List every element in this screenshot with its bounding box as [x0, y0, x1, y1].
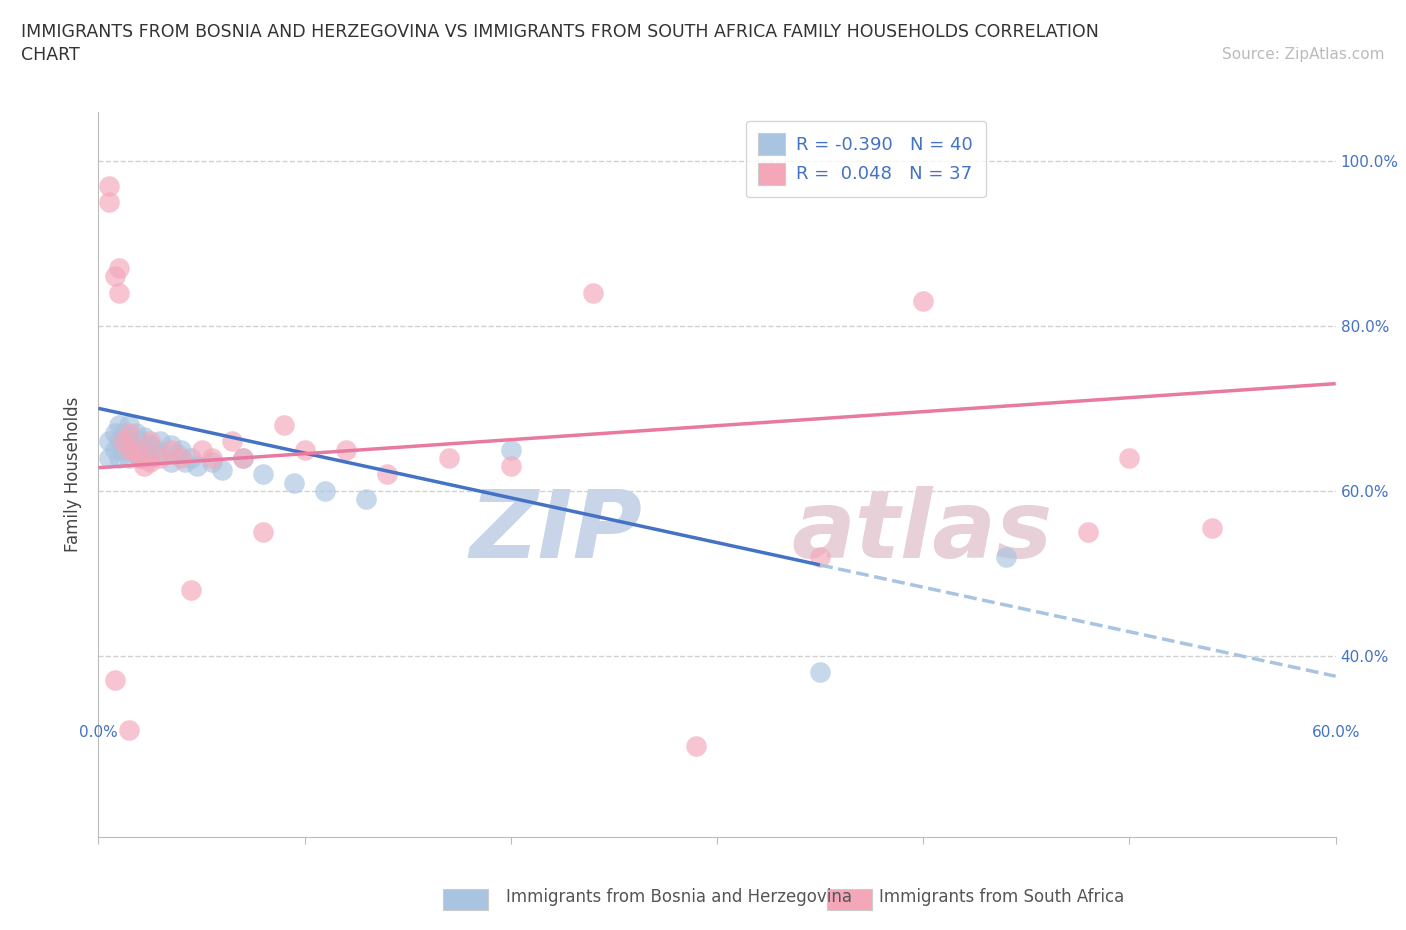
- Point: [108, 450, 131, 465]
- Point: [104, 673, 127, 688]
- Point: [132, 458, 155, 473]
- Point: [582, 286, 605, 300]
- Point: [118, 723, 141, 737]
- Point: [108, 418, 131, 432]
- Point: [124, 426, 146, 441]
- Point: [128, 450, 150, 465]
- Text: IMMIGRANTS FROM BOSNIA AND HERZEGOVINA VS IMMIGRANTS FROM SOUTH AFRICA FAMILY HO: IMMIGRANTS FROM BOSNIA AND HERZEGOVINA V…: [21, 23, 1099, 41]
- Point: [201, 450, 224, 465]
- Point: [139, 434, 162, 449]
- Point: [994, 550, 1017, 565]
- Text: 60.0%: 60.0%: [1312, 724, 1360, 739]
- Point: [118, 450, 141, 465]
- Text: Immigrants from Bosnia and Herzegovina: Immigrants from Bosnia and Herzegovina: [506, 888, 852, 907]
- Text: 0.0%: 0.0%: [79, 724, 118, 739]
- Point: [252, 525, 274, 539]
- Point: [190, 442, 212, 457]
- Point: [112, 426, 135, 441]
- Point: [912, 294, 935, 309]
- Point: [221, 434, 243, 449]
- Point: [499, 458, 522, 473]
- Point: [159, 442, 181, 457]
- Point: [124, 446, 146, 461]
- Point: [180, 582, 202, 597]
- Point: [124, 442, 146, 457]
- Point: [108, 260, 131, 275]
- Point: [145, 442, 167, 457]
- Point: [180, 450, 202, 465]
- Point: [1118, 450, 1140, 465]
- Point: [1201, 521, 1223, 536]
- Text: ZIP: ZIP: [470, 486, 643, 578]
- Point: [97, 434, 120, 449]
- Legend: R = -0.390   N = 40, R =  0.048   N = 37: R = -0.390 N = 40, R = 0.048 N = 37: [745, 121, 986, 197]
- Point: [499, 442, 522, 457]
- Point: [97, 450, 120, 465]
- Point: [97, 179, 120, 193]
- Point: [132, 430, 155, 445]
- Point: [97, 195, 120, 210]
- Point: [112, 434, 135, 449]
- Point: [232, 450, 254, 465]
- Point: [104, 426, 127, 441]
- Point: [356, 492, 378, 507]
- Point: [108, 286, 131, 300]
- Point: [139, 450, 162, 465]
- Point: [808, 665, 831, 680]
- Point: [335, 442, 357, 457]
- Text: atlas: atlas: [792, 486, 1053, 578]
- Point: [118, 418, 141, 432]
- Point: [283, 475, 305, 490]
- Point: [149, 446, 172, 461]
- Point: [118, 426, 141, 441]
- Point: [437, 450, 460, 465]
- Point: [201, 455, 224, 470]
- Point: [159, 438, 181, 453]
- Point: [118, 442, 141, 457]
- Point: [685, 738, 707, 753]
- Point: [375, 467, 398, 482]
- Point: [149, 434, 172, 449]
- Point: [808, 550, 831, 565]
- Point: [186, 458, 208, 473]
- Point: [128, 434, 150, 449]
- Point: [118, 434, 141, 449]
- Text: Immigrants from South Africa: Immigrants from South Africa: [879, 888, 1123, 907]
- Point: [232, 450, 254, 465]
- Point: [174, 455, 197, 470]
- Point: [294, 442, 316, 457]
- Point: [166, 446, 188, 461]
- Y-axis label: Family Households: Family Households: [65, 396, 83, 552]
- Point: [104, 442, 127, 457]
- Point: [108, 434, 131, 449]
- Point: [314, 484, 336, 498]
- Point: [273, 418, 295, 432]
- Text: CHART: CHART: [21, 46, 80, 64]
- Point: [211, 463, 233, 478]
- Point: [1077, 525, 1099, 539]
- Point: [159, 455, 181, 470]
- Point: [170, 450, 193, 465]
- Point: [104, 269, 127, 284]
- Text: Source: ZipAtlas.com: Source: ZipAtlas.com: [1222, 46, 1385, 61]
- Point: [128, 450, 150, 465]
- Point: [132, 442, 155, 457]
- Point: [139, 455, 162, 470]
- Point: [139, 438, 162, 453]
- Point: [149, 450, 172, 465]
- Point: [170, 442, 193, 457]
- Point: [112, 442, 135, 457]
- Point: [252, 467, 274, 482]
